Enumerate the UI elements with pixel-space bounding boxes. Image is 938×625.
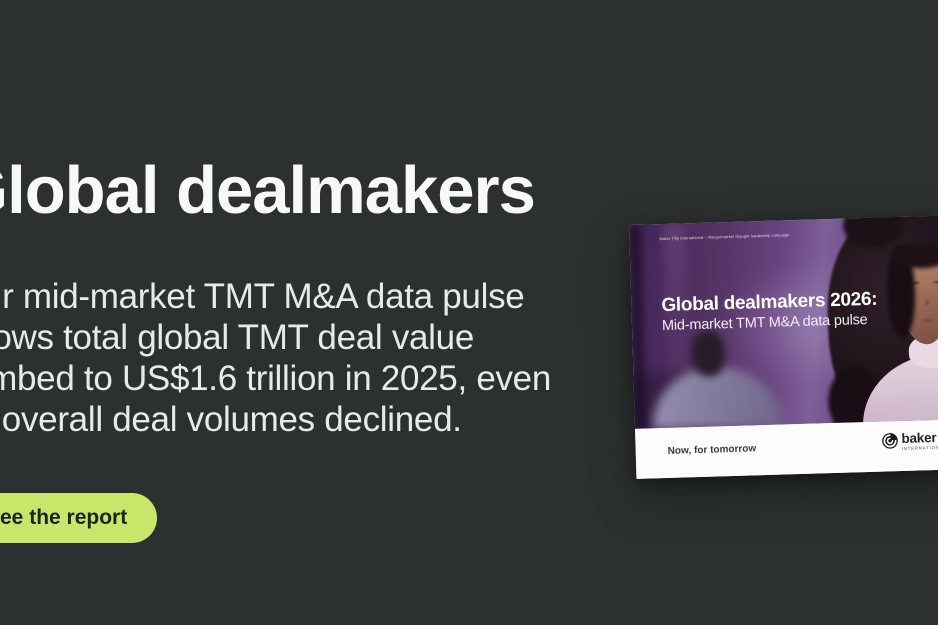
hero-description-line: Our mid-market TMT M&A data pulse — [0, 277, 525, 316]
hero-description: Our mid-market TMT M&A data pulse shows … — [0, 276, 551, 440]
brand-wordmark: baker tilly INTERNATIONAL — [901, 429, 938, 452]
see-report-button[interactable]: See the report — [0, 493, 158, 543]
report-cover[interactable]: Baker Tilly International – Mergermarket… — [629, 214, 938, 479]
brand-tagline: Now, for tomorrow — [667, 443, 757, 457]
page-title: Global dealmakers — [0, 153, 536, 228]
brand-name: baker tilly — [901, 429, 938, 447]
baker-tilly-logo: baker tilly INTERNATIONAL — [881, 429, 938, 452]
report-cover-footer: Now, for tomorrow baker tilly INTERNATIO… — [635, 418, 938, 479]
baker-tilly-swirl-icon — [882, 433, 898, 449]
hero-description-line: as overall deal volumes declined. — [0, 400, 462, 439]
hero-description-line: climbed to US$1.6 trillion in 2025, even — [0, 359, 552, 398]
hero-text-column: Global dealmakers Our mid-market TMT M&A… — [0, 153, 551, 543]
report-cover-photo: Baker Tilly International – Mergermarket… — [629, 214, 938, 429]
brand-subtext: INTERNATIONAL — [901, 444, 938, 452]
hero-description-line: shows total global TMT deal value — [0, 318, 474, 357]
